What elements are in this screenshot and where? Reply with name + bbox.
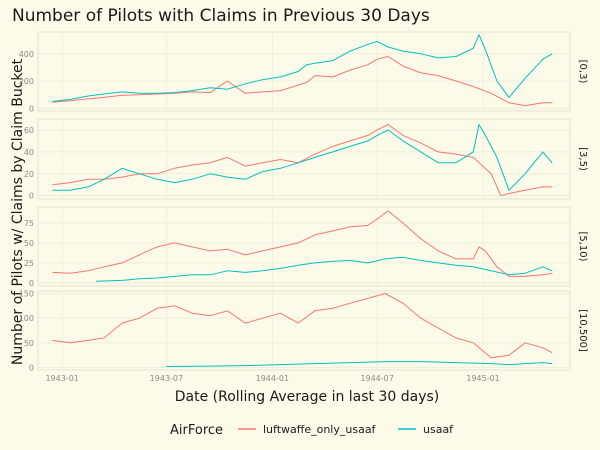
y-tick-label: 20 [24,170,34,179]
x-tick-label: 1943-07 [150,374,183,383]
x-tick-label: 1943-01 [45,374,78,383]
series-line-usaaf [166,361,553,367]
x-tick-label: 1944-01 [256,374,289,383]
y-tick-label: 50 [24,239,34,248]
facet-panel: 0 20 40 60 [3,5) [24,118,588,201]
y-axis-title: Number of Pilots w/ Claims by Claim Buck… [10,58,26,365]
facet-strip-label: [5,10) [577,231,588,261]
y-tick-label: 25 [24,259,34,268]
facet-strip-label: [0,3) [577,60,588,84]
y-tick-label: 0 [29,192,34,201]
legend: AirForce luftwaffe_only_usaaf usaaf [170,423,454,438]
legend-label-usaaf: usaaf [423,423,454,436]
x-tick-label: 1945-01 [466,374,499,383]
series-line-usaaf [96,256,553,282]
series-line-usaaf [52,34,553,102]
facet-strip-label: [10,500] [577,309,588,352]
x-tick-label: 1944-07 [360,374,393,383]
y-tick-label: 75 [24,219,34,228]
y-tick-label: 0 [29,364,34,373]
legend-title: AirForce [170,423,223,438]
y-tick-label: 0 [29,104,34,113]
y-tick-label: 50 [24,339,34,348]
y-tick-label: 100 [19,314,34,323]
x-axis: 1943-01 1943-07 1944-01 1944-07 1945-01 [45,374,499,383]
facet-panels: 0 200 400 [0,3) 0 20 40 60 [3,5) 0 25 50 75 [5,10) 0 50… [19,31,588,373]
y-tick-label: 150 [19,289,34,298]
y-tick-label: 200 [19,77,34,86]
panel-background [37,118,571,200]
series-line-luftwaffe_only_usaaf [52,56,553,107]
legend-label-luftwaffe: luftwaffe_only_usaaf [263,423,377,436]
panel-background [37,206,571,287]
y-tick-label: 60 [24,126,34,135]
facet-panel: 0 25 50 75 [5,10) [24,206,588,288]
series-line-luftwaffe_only_usaaf [52,124,553,197]
y-tick-label: 400 [19,50,34,59]
panel-background [37,31,571,112]
series-line-luftwaffe_only_usaaf [52,293,553,359]
facet-strip-label: [3,5) [577,147,588,171]
series-line-usaaf [52,124,553,191]
series-line-luftwaffe_only_usaaf [52,210,553,277]
chart-title: Number of Pilots with Claims in Previous… [12,6,430,26]
x-axis-title: Date (Rolling Average in last 30 days) [175,389,440,405]
facet-panel: 0 200 400 [0,3) [19,31,588,113]
panel-background [37,290,571,371]
facet-panel: 0 50 100 150 [10,500] [19,289,588,372]
y-tick-label: 0 [29,279,34,288]
y-tick-label: 40 [24,148,34,157]
